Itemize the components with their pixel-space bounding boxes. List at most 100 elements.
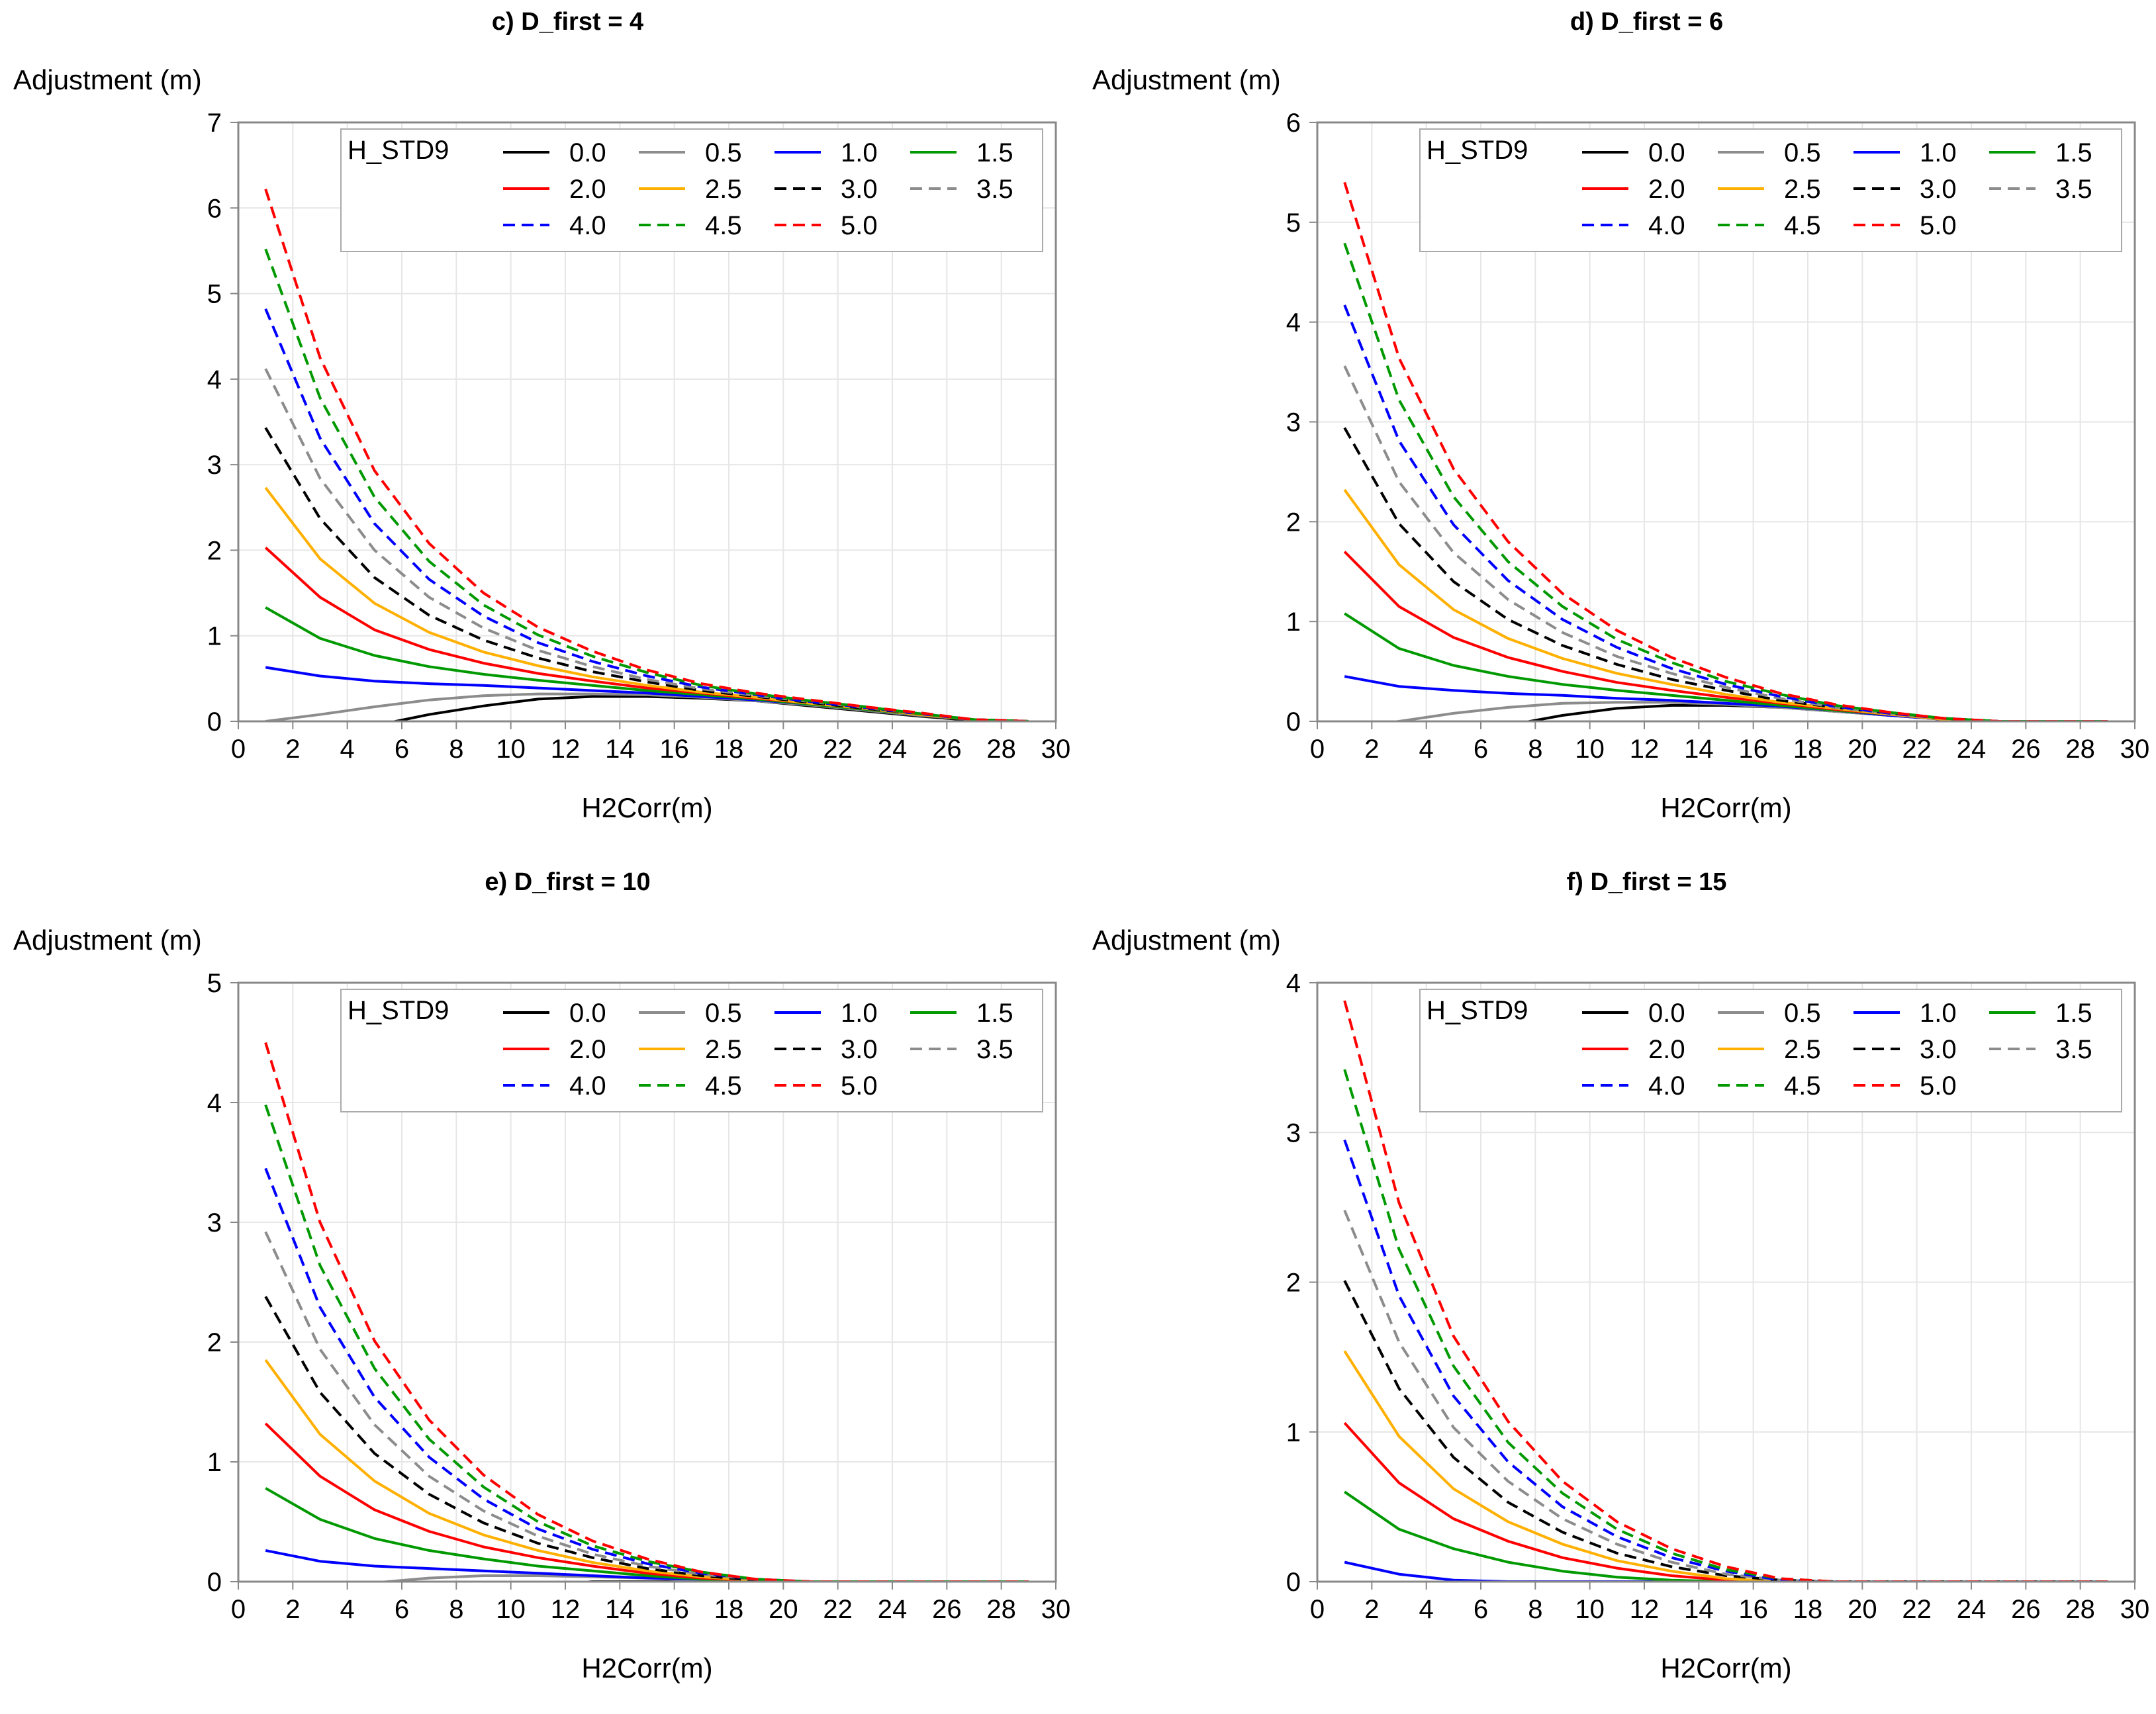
plot-frame bbox=[1316, 981, 2136, 1583]
series-line-3-0 bbox=[264, 427, 1029, 721]
legend-label: 5.0 bbox=[1920, 211, 1957, 240]
x-tick-label: 14 bbox=[605, 735, 635, 764]
y-tick-label: 5 bbox=[207, 969, 222, 998]
x-tick-label: 2 bbox=[285, 1595, 300, 1624]
legend-title: H_STD9 bbox=[1427, 136, 1528, 165]
x-tick-label: 0 bbox=[1310, 735, 1325, 764]
x-tick-label: 16 bbox=[1738, 735, 1768, 764]
series-line-5-0 bbox=[264, 189, 1029, 721]
legend-label: 3.0 bbox=[1920, 1035, 1957, 1064]
series-line-0-5 bbox=[1678, 1580, 2108, 1582]
y-tick-label: 3 bbox=[207, 451, 222, 480]
x-tick-label: 18 bbox=[1793, 735, 1823, 764]
x-tick-label: 16 bbox=[1738, 1595, 1768, 1624]
y-tick-label: 4 bbox=[1286, 308, 1301, 338]
chart-title: f) D_first = 15 bbox=[1567, 868, 1727, 896]
x-tick-label: 14 bbox=[1684, 1595, 1714, 1624]
x-tick-label: 26 bbox=[2011, 735, 2041, 764]
x-axis-label: H2Corr(m) bbox=[581, 792, 712, 823]
y-axis-label: Adjustment (m) bbox=[1092, 64, 1281, 95]
series-line-1-5 bbox=[1344, 1490, 2108, 1582]
legend-title: H_STD9 bbox=[1427, 996, 1528, 1025]
series-line-4-5 bbox=[264, 1104, 1029, 1582]
x-tick-label: 4 bbox=[340, 1595, 355, 1624]
series-line-0-0 bbox=[572, 1580, 1029, 1582]
legend-label: 3.0 bbox=[841, 1035, 878, 1064]
legend-label: 4.5 bbox=[1784, 211, 1821, 240]
y-tick-label: 6 bbox=[1286, 109, 1301, 138]
x-axis-label: H2Corr(m) bbox=[581, 1652, 712, 1684]
series-line-1-0 bbox=[265, 1549, 1029, 1582]
legend-label: 3.0 bbox=[1920, 175, 1957, 204]
legend-label: 4.0 bbox=[1648, 1071, 1685, 1101]
series-group bbox=[1343, 1000, 2108, 1582]
y-tick-label: 0 bbox=[1286, 707, 1301, 737]
x-tick-label: 16 bbox=[659, 1595, 689, 1624]
legend-label: 5.0 bbox=[1920, 1071, 1957, 1101]
x-tick-label: 2 bbox=[1364, 735, 1379, 764]
x-tick-label: 30 bbox=[1041, 735, 1071, 764]
y-axis-label: Adjustment (m) bbox=[13, 64, 202, 95]
x-tick-label: 24 bbox=[878, 1595, 908, 1624]
x-tick-label: 0 bbox=[1310, 1595, 1325, 1624]
series-line-1-5 bbox=[265, 1487, 1029, 1582]
legend-title: H_STD9 bbox=[348, 996, 449, 1025]
x-tick-label: 6 bbox=[395, 735, 409, 764]
x-tick-label: 24 bbox=[1957, 1595, 1987, 1624]
x-tick-label: 6 bbox=[1474, 1595, 1488, 1624]
x-tick-label: 12 bbox=[1630, 1595, 1660, 1624]
legend-label: 2.5 bbox=[1784, 1035, 1821, 1064]
x-tick-label: 6 bbox=[1474, 735, 1488, 764]
legend-label: 3.5 bbox=[2055, 1035, 2092, 1064]
series-line-2-5 bbox=[1343, 1350, 2108, 1582]
x-tick-label: 26 bbox=[932, 735, 962, 764]
series-line-3-0 bbox=[264, 1296, 1029, 1582]
y-tick-label: 4 bbox=[207, 1089, 222, 1118]
y-tick-label: 3 bbox=[207, 1208, 222, 1238]
legend-box bbox=[1419, 989, 2122, 1112]
y-tick-label: 5 bbox=[1286, 208, 1301, 238]
legend-label: 5.0 bbox=[841, 1071, 878, 1101]
legend-label: 0.0 bbox=[569, 138, 606, 167]
legend-label: 3.5 bbox=[976, 175, 1013, 204]
y-tick-label: 4 bbox=[1286, 969, 1301, 998]
series-line-2-5 bbox=[264, 1359, 1029, 1582]
series-line-1-0 bbox=[1344, 1560, 2108, 1582]
y-tick-label: 0 bbox=[1286, 1568, 1301, 1597]
series-line-0-0 bbox=[1756, 1580, 2108, 1582]
chart-svg: f) D_first = 15 Adjustment (m) H2Corr(m) 0 2… bbox=[1092, 868, 2149, 1684]
x-tick-label: 12 bbox=[551, 735, 581, 764]
legend-label: 0.0 bbox=[1648, 138, 1685, 167]
y-tick-label: 3 bbox=[1286, 408, 1301, 437]
series-line-3-0 bbox=[1343, 1280, 2108, 1582]
legend-label: 0.5 bbox=[705, 138, 742, 167]
x-tick-label: 18 bbox=[714, 735, 744, 764]
x-tick-label: 8 bbox=[449, 735, 463, 764]
plot-frame bbox=[237, 981, 1057, 1583]
series-line-5-0 bbox=[264, 1042, 1029, 1582]
legend-label: 0.5 bbox=[1784, 999, 1821, 1028]
x-tick-label: 18 bbox=[1793, 1595, 1823, 1624]
x-tick-label: 4 bbox=[340, 735, 355, 764]
x-tick-label: 18 bbox=[714, 1595, 744, 1624]
legend-title: H_STD9 bbox=[348, 136, 449, 165]
legend-label: 4.5 bbox=[705, 1071, 742, 1101]
series-group bbox=[264, 189, 1029, 721]
x-tick-label: 30 bbox=[2120, 735, 2150, 764]
x-tick-label: 20 bbox=[1848, 1595, 1877, 1624]
legend-label: 0.0 bbox=[569, 999, 606, 1028]
y-tick-label: 0 bbox=[207, 1568, 222, 1597]
y-tick-label: 0 bbox=[207, 707, 222, 737]
x-tick-label: 14 bbox=[605, 1595, 635, 1624]
series-line-4-0 bbox=[1343, 1139, 2108, 1582]
legend-label: 4.5 bbox=[705, 211, 742, 240]
legend-label: 4.0 bbox=[569, 1071, 606, 1101]
x-tick-label: 6 bbox=[395, 1595, 409, 1624]
x-tick-label: 24 bbox=[878, 735, 908, 764]
y-axis-label: Adjustment (m) bbox=[1092, 925, 1281, 956]
plot-frame bbox=[1316, 121, 2136, 723]
legend-label: 2.0 bbox=[569, 175, 606, 204]
x-tick-label: 24 bbox=[1957, 735, 1987, 764]
y-tick-label: 2 bbox=[1286, 508, 1301, 537]
